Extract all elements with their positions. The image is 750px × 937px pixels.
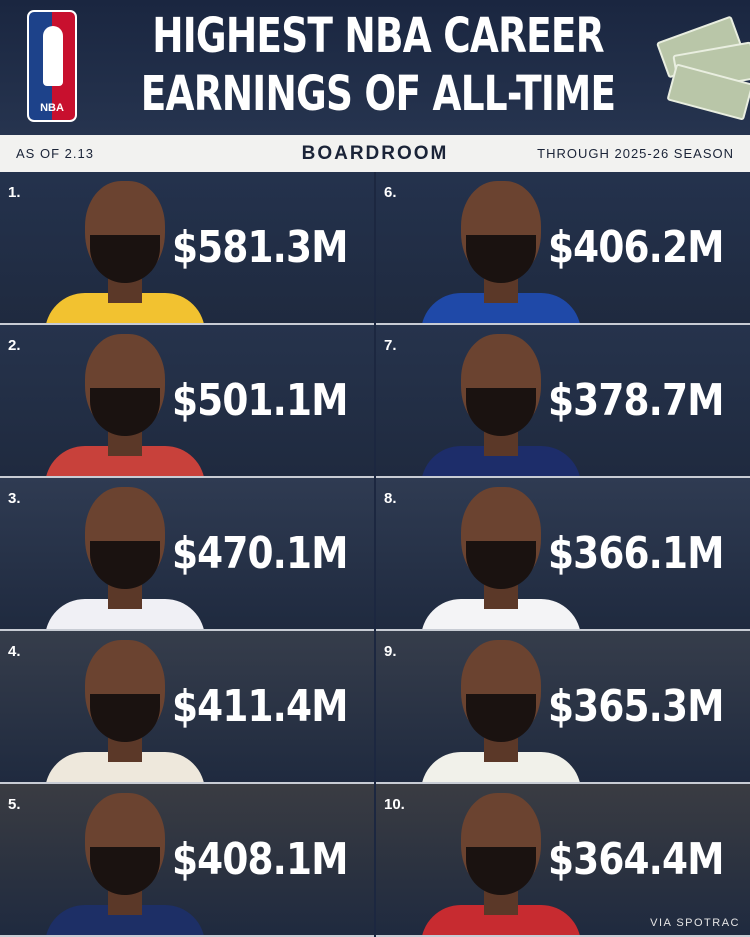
ranking-card: 6. $406.2M: [376, 172, 750, 325]
as-of-date: AS OF 2.13: [16, 146, 94, 161]
rank-number: 9.: [384, 643, 397, 660]
ranking-card: 2. $501.1M: [0, 325, 374, 478]
header: NBA HIGHEST NBA CAREER EARNINGS OF ALL-T…: [0, 0, 750, 135]
rank-number: 6.: [384, 184, 397, 201]
rank-number: 10.: [384, 796, 405, 813]
career-earnings: $411.4M: [172, 681, 348, 732]
page-title-line-2: EARNINGS OF ALL-TIME: [140, 66, 616, 122]
nba-logo: NBA: [27, 10, 77, 122]
player-portrait: [40, 479, 210, 629]
career-earnings: $406.2M: [548, 222, 724, 273]
season-note: THROUGH 2025-26 SEASON: [537, 146, 734, 161]
career-earnings: $378.7M: [548, 375, 724, 426]
player-portrait: [40, 173, 210, 323]
player-portrait: [416, 785, 586, 935]
ranking-card: 7. $378.7M: [376, 325, 750, 478]
brand-name: BOARDROOM: [301, 142, 449, 164]
career-earnings: $501.1M: [172, 375, 348, 426]
ranking-card: 8. $366.1M: [376, 478, 750, 631]
career-earnings: $581.3M: [172, 222, 348, 273]
career-earnings: $366.1M: [548, 528, 724, 579]
money-stack-icon: [655, 15, 750, 121]
subheader-bar: AS OF 2.13 BOARDROOM THROUGH 2025-26 SEA…: [0, 135, 750, 172]
ranking-card: 9. $365.3M: [376, 631, 750, 784]
rank-number: 4.: [8, 643, 21, 660]
player-portrait: [416, 326, 586, 476]
ranking-card: 5. $408.1M: [0, 784, 374, 937]
player-portrait: [40, 326, 210, 476]
player-portrait: [416, 479, 586, 629]
career-earnings: $408.1M: [172, 834, 348, 885]
career-earnings: $470.1M: [172, 528, 348, 579]
rankings-grid: 1. $581.3M 2. $501.1M 3. $470.1M 4. $411…: [0, 172, 750, 937]
page-title-line-1: HIGHEST NBA CAREER: [152, 8, 604, 64]
player-portrait: [416, 173, 586, 323]
ranking-card: 1. $581.3M: [0, 172, 374, 325]
ranking-card: 10. $364.4M: [376, 784, 750, 937]
ranking-card: 4. $411.4M: [0, 631, 374, 784]
player-portrait: [40, 632, 210, 782]
source-credit: VIA SPOTRAC: [650, 917, 740, 929]
player-portrait: [416, 632, 586, 782]
rank-number: 8.: [384, 490, 397, 507]
career-earnings: $364.4M: [548, 834, 724, 885]
rank-number: 7.: [384, 337, 397, 354]
rank-number: 3.: [8, 490, 21, 507]
rank-number: 2.: [8, 337, 21, 354]
ranking-card: 3. $470.1M: [0, 478, 374, 631]
rank-number: 1.: [8, 184, 21, 201]
rank-number: 5.: [8, 796, 21, 813]
player-portrait: [40, 785, 210, 935]
career-earnings: $365.3M: [548, 681, 724, 732]
